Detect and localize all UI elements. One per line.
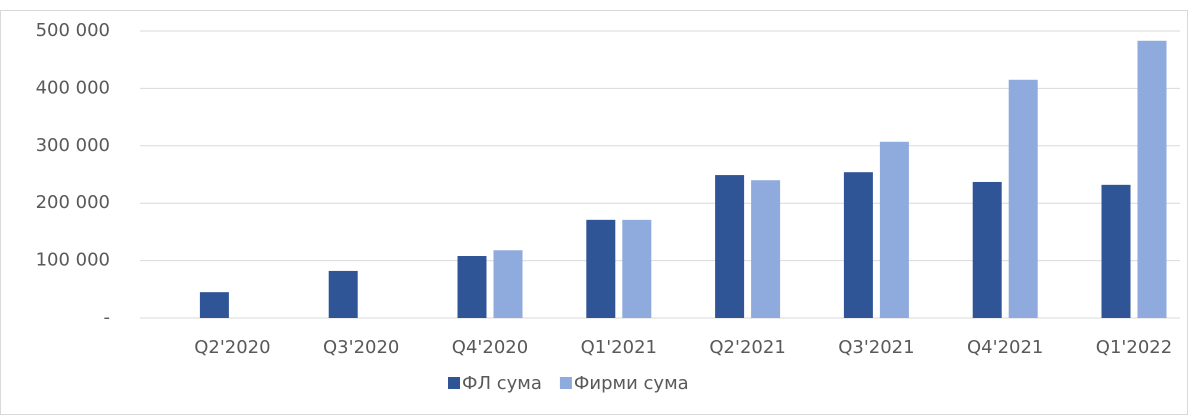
x-tick-label: Q3'2020 [323, 337, 399, 358]
x-tick-label: Q3'2021 [838, 337, 914, 358]
legend-label: ФЛ сума [462, 373, 542, 394]
bar [1137, 40, 1167, 319]
bar [751, 180, 781, 318]
x-tick-label: Q4'2020 [452, 337, 528, 358]
bar [1101, 184, 1131, 318]
y-tick-label: - [104, 307, 111, 328]
x-tick-label: Q2'2020 [194, 337, 270, 358]
x-tick-label: Q1'2021 [581, 337, 657, 358]
bar [972, 181, 1002, 318]
bar [586, 219, 616, 318]
x-tick-label: Q1'2022 [1096, 337, 1172, 358]
legend-swatch [559, 377, 572, 389]
x-tick-label: Q4'2021 [967, 337, 1043, 358]
y-tick-label: 500 000 [36, 20, 110, 41]
x-tick-label: Q2'2021 [709, 337, 785, 358]
bar [493, 250, 523, 318]
bar [199, 292, 229, 318]
y-tick-label: 300 000 [36, 135, 110, 156]
bar [622, 219, 652, 318]
legend-label: Фирми сума [574, 373, 689, 394]
bar [843, 172, 873, 318]
bar [879, 141, 909, 318]
y-tick-label: 400 000 [36, 77, 110, 98]
bar [328, 270, 358, 318]
legend-swatch [448, 377, 460, 389]
bar [1008, 79, 1038, 318]
y-tick-label: 100 000 [36, 250, 110, 271]
y-tick-label: 200 000 [36, 192, 110, 213]
bar [457, 256, 487, 318]
chart-border [0, 10, 1188, 415]
bar [715, 175, 745, 318]
